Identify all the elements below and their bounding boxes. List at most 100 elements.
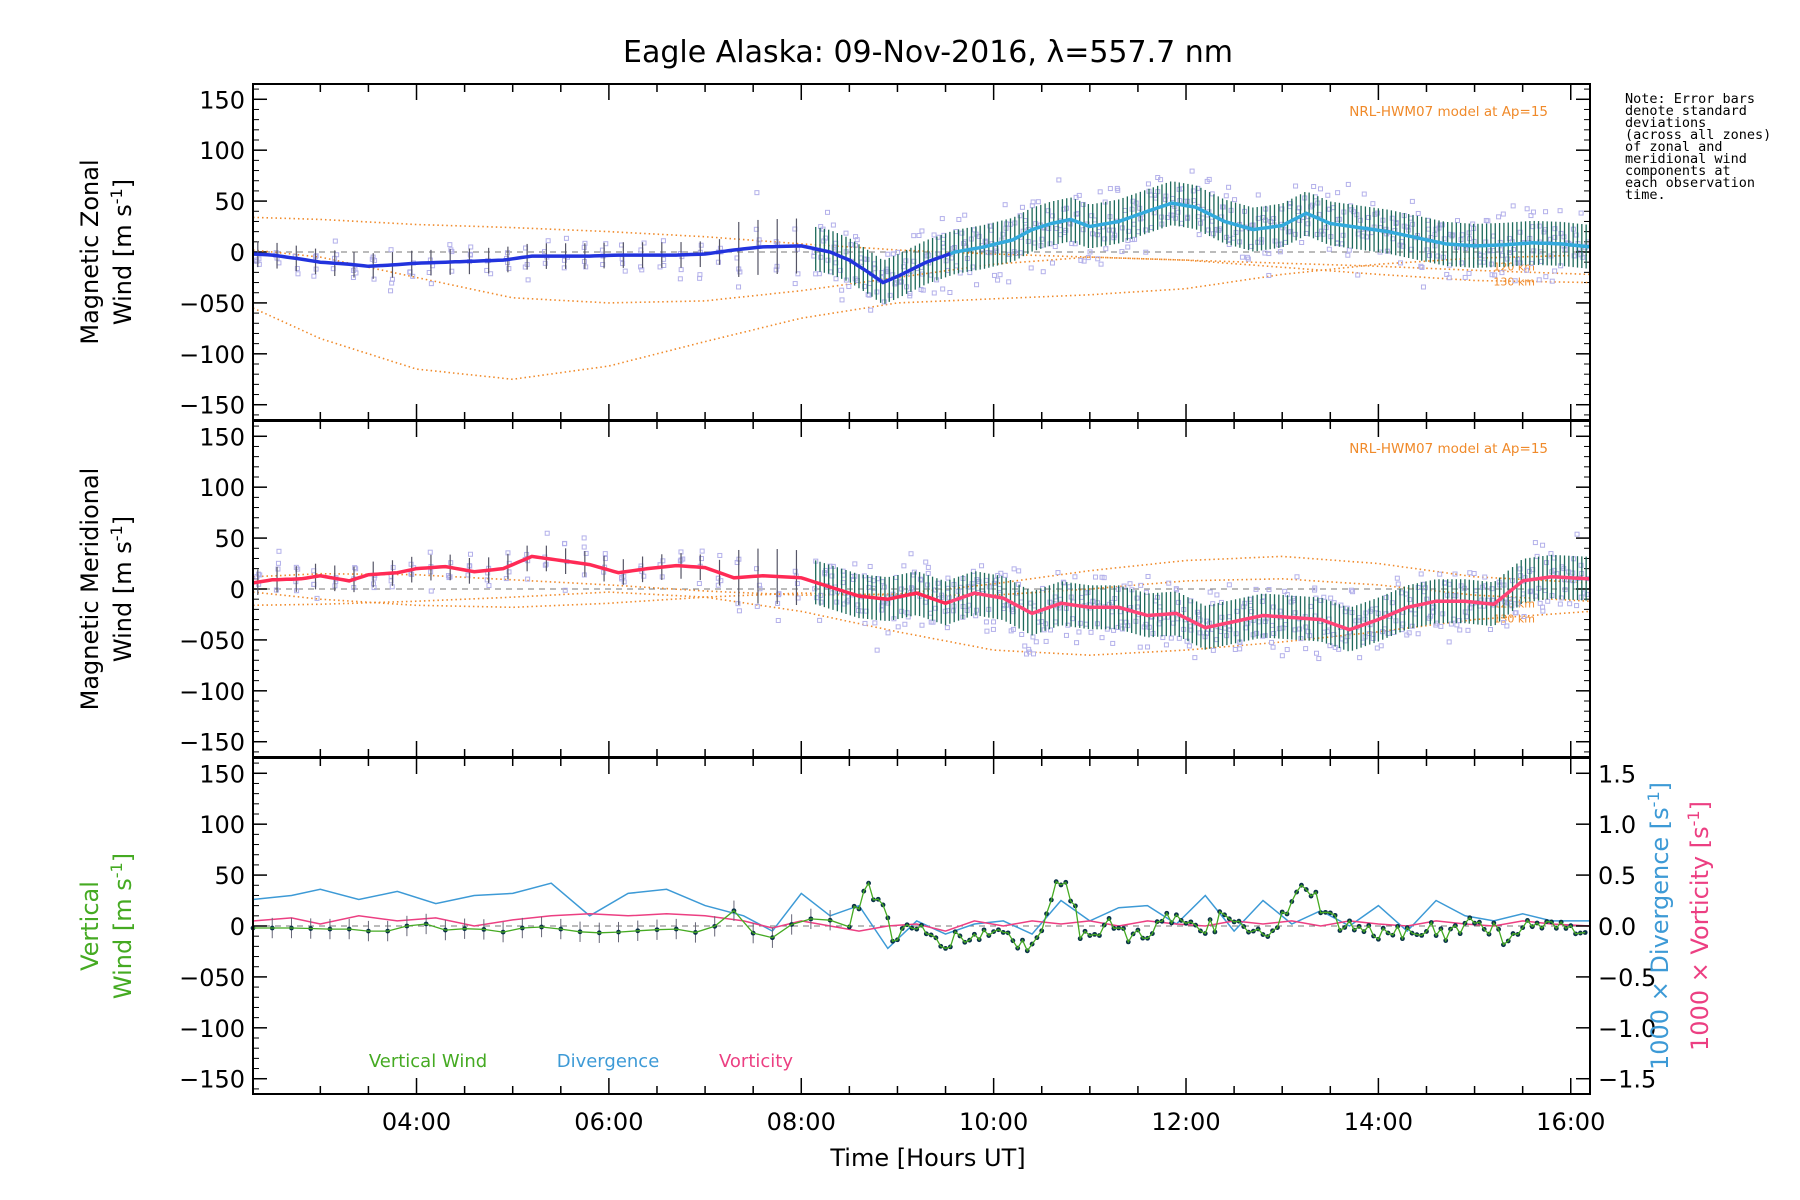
zone-sample — [829, 590, 835, 596]
zone-sample — [1532, 540, 1538, 546]
zone-sample — [1459, 260, 1465, 266]
zone-sample — [1557, 601, 1563, 607]
zone-sample — [275, 566, 281, 572]
zone-sample — [1552, 226, 1558, 232]
zone-sample — [1125, 244, 1131, 250]
zone-sample — [1063, 632, 1069, 638]
zone-sample — [1299, 240, 1305, 246]
zone-sample — [1175, 209, 1181, 215]
zone-sample — [931, 290, 937, 296]
y-axis-label-line2: Wind [m s-1] — [107, 516, 137, 662]
zone-sample — [1173, 586, 1179, 592]
zone-sample — [993, 577, 999, 583]
zone-sample — [1492, 272, 1498, 278]
zone-sample — [542, 260, 548, 266]
zone-sample — [1394, 575, 1400, 581]
zone-sample — [1441, 236, 1447, 242]
zone-sample — [467, 251, 473, 257]
zone-sample — [1160, 635, 1166, 641]
zone-sample — [389, 280, 395, 286]
zone-sample — [542, 562, 548, 568]
zone-sample — [1237, 646, 1243, 652]
zone-sample — [427, 549, 433, 555]
zone-sample — [1437, 571, 1443, 577]
zone-sample — [1512, 278, 1518, 284]
zone-sample — [862, 620, 868, 626]
zone-sample — [940, 286, 946, 292]
zone-sample — [506, 569, 512, 575]
y-tick-label: 50 — [214, 188, 245, 216]
zone-sample — [372, 257, 378, 263]
zone-sample — [1316, 656, 1322, 662]
zone-sample — [1540, 604, 1546, 610]
zone-sample — [1578, 562, 1584, 568]
zone-sample — [1196, 232, 1202, 238]
zone-sample — [1303, 624, 1309, 630]
zone-sample — [1223, 193, 1229, 199]
zone-sample — [1049, 213, 1055, 219]
zone-sample — [583, 550, 589, 556]
zone-sample — [561, 257, 567, 263]
zone-sample — [1019, 204, 1025, 210]
zone-sample — [1134, 595, 1140, 601]
zone-sample — [1312, 585, 1318, 591]
zone-sample — [1515, 256, 1521, 262]
zone-sample — [1540, 608, 1546, 614]
y-tick-label: −050 — [179, 290, 245, 318]
zone-sample — [1331, 631, 1337, 637]
zone-sample — [1016, 568, 1022, 574]
zone-sample — [923, 559, 929, 565]
x-tick-label: 06:00 — [574, 1108, 643, 1136]
zone-sample — [1292, 231, 1298, 237]
zone-sample — [1138, 582, 1144, 588]
y-tick-label: −100 — [179, 678, 245, 706]
zone-sample — [875, 576, 881, 582]
zone-sample — [1500, 211, 1506, 217]
zone-sample — [1266, 272, 1272, 278]
zone-sample — [1002, 202, 1008, 208]
zone-sample — [1056, 177, 1062, 183]
zone-sample — [737, 269, 743, 275]
zone-sample — [1351, 209, 1357, 215]
zone-sample — [818, 592, 824, 598]
zone-sample — [581, 544, 587, 550]
zone-sample — [1033, 639, 1039, 645]
zone-sample — [1370, 635, 1376, 641]
zone-sample — [1515, 601, 1521, 607]
zone-sample — [660, 558, 666, 564]
zone-sample — [1277, 608, 1283, 614]
zone-sample — [1487, 248, 1493, 254]
zone-sample — [1227, 627, 1233, 633]
zone-sample — [1210, 647, 1216, 653]
zone-sample — [622, 268, 628, 274]
zone-sample — [563, 235, 569, 241]
zone-sample — [620, 261, 626, 267]
zone-sample — [1500, 619, 1506, 625]
y-tick-label: 0 — [230, 913, 245, 941]
y-tick-label: 100 — [199, 137, 245, 165]
zone-sample — [983, 619, 989, 625]
zone-sample — [1506, 235, 1512, 241]
x-tick-label: 08:00 — [767, 1108, 836, 1136]
zone-sample — [715, 582, 721, 588]
zone-sample — [1143, 589, 1149, 595]
zone-sample — [1455, 218, 1461, 224]
vertical-panel: 150 100 50 0 −050 −100 −150 Vertical Wind [m s-1… — [76, 757, 1714, 1136]
zone-sample — [1127, 581, 1133, 587]
y2-tick-label: −1.0 — [1598, 1015, 1656, 1043]
zone-sample — [602, 556, 608, 562]
zone-sample — [1578, 252, 1584, 258]
zone-sample — [1345, 181, 1351, 187]
model-upper-curve — [252, 555, 1591, 596]
zone-sample — [1415, 631, 1421, 637]
x-axis-label: Time [Hours UT] — [829, 1144, 1025, 1172]
zone-scatter — [254, 168, 1591, 313]
zone-sample — [1511, 247, 1517, 253]
zone-sample — [1393, 220, 1399, 226]
x-tick-label: 04:00 — [382, 1108, 451, 1136]
zone-sample — [736, 284, 742, 290]
zone-sample — [1313, 650, 1319, 656]
zone-sample — [837, 267, 843, 273]
panel-frame — [252, 757, 1591, 1095]
zone-sample — [1405, 224, 1411, 230]
